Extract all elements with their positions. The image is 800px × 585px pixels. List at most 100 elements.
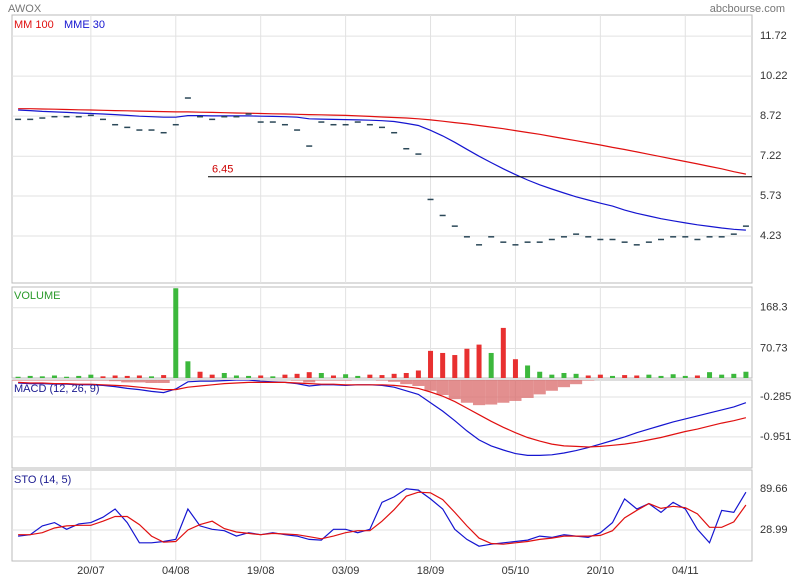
macd-histogram [485,380,498,405]
volume-bar [197,371,203,378]
volume-bar [597,374,603,378]
macd-histogram [315,380,328,381]
macd-histogram [400,380,413,385]
volume-bar [743,371,749,378]
macd-histogram [96,380,110,381]
macd-line [18,380,747,456]
volume-bar [646,374,652,378]
source: abcbourse.com [710,3,785,15]
macd-histogram [133,380,146,383]
panel-frame [11,286,753,379]
macd-histogram [412,380,425,386]
x-tick-label: 04/08 [162,565,190,577]
macd-line [18,381,747,448]
macd-histogram [436,380,449,395]
y-tick-label: 70.73 [760,342,788,354]
macd-histogram [460,380,473,403]
volume-bar [428,350,434,378]
stochastic-line [18,491,747,545]
volume-bar [27,375,33,378]
y-tick-label: 10.22 [760,70,788,82]
volume-bar [124,375,130,378]
volume-bar [670,374,676,378]
macd-histogram [60,380,73,381]
macd-histogram [509,380,522,401]
plot [15,97,749,246]
volume-bar [464,348,470,378]
volume-bar [609,375,615,378]
macd-histogram [424,380,437,391]
macd-histogram [24,380,37,381]
volume-bar [391,373,397,378]
volume-bar [15,376,21,378]
panel-frame [11,379,753,469]
volume-bar [185,361,191,378]
x-tick-label: 03/09 [332,565,360,577]
y-tick-label: -0.951 [760,431,791,443]
volume-bar [258,375,264,378]
volume-bar [318,372,324,378]
volume-bar [537,371,543,378]
volume-bar [149,376,155,378]
stochastic-line [18,488,747,547]
volume-bar [682,375,688,378]
x-tick-label: 04/11 [672,565,699,577]
volume-bar [51,375,57,378]
macd-histogram [631,370,643,380]
level-label: 6.45 [212,164,233,176]
macd-histogram [303,380,316,383]
y-tick-label: 4.23 [760,230,781,242]
macd-histogram [84,380,97,381]
volume-bar [246,375,252,378]
volume-bar [415,370,421,378]
volume-bar [719,374,725,378]
panel-title: VOLUME [14,290,60,302]
volume-bar [136,375,142,378]
volume-bar [100,376,106,378]
volume-bar [500,327,506,378]
volume-bar [112,375,118,378]
plot [12,370,747,456]
legend-entry: MME 30 [64,19,105,31]
volume-bar [379,375,385,378]
volume-bar [294,373,300,378]
macd-histogram [557,380,571,388]
volume-bar [76,375,82,378]
y-tick-label: -0.285 [760,391,791,403]
volume-bar [306,372,312,378]
volume-bar [440,352,446,378]
moving-average [18,108,747,175]
ticker-title: AWOX [8,3,42,15]
volume-bar [403,372,409,378]
volume-bar [731,373,737,378]
volume-bar [622,375,628,378]
x-tick-label: 20/10 [587,565,615,577]
macd-histogram [291,380,304,381]
y-tick-label: 11.72 [760,30,787,42]
volume-bar [658,375,664,378]
legend-entry: MM 100 [14,19,54,31]
x-tick-label: 20/07 [77,565,105,577]
macd-histogram [145,380,158,383]
macd-histogram [327,380,340,381]
volume-bar [634,375,640,378]
macd-histogram [388,380,401,382]
y-tick-label: 28.99 [760,524,788,536]
volume-bar [209,374,215,378]
volume-bar [573,373,579,378]
macd-histogram [545,380,558,391]
macd-histogram [72,380,85,381]
volume-bar [221,372,227,378]
y-tick-label: 89.66 [760,483,788,495]
volume-bar [585,375,591,378]
moving-average [18,109,746,231]
macd-histogram [12,380,25,381]
volume-bar [233,375,239,378]
volume-bar [88,374,94,378]
volume-bar [282,374,288,378]
volume-bar [707,372,713,378]
volume-bar [173,288,179,378]
macd-histogram [109,380,122,382]
macd-histogram [121,380,134,383]
volume-bar [488,352,494,378]
